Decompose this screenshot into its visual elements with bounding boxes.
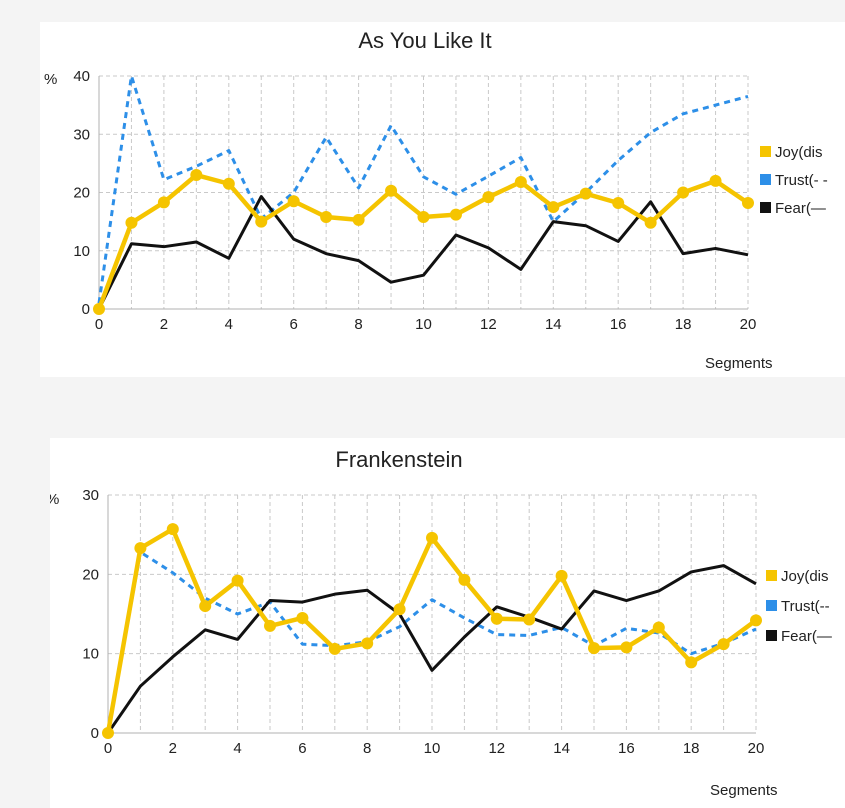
line-chart-as-you-like-it: As You Like It 0 10 20 30 40 0 2 4 6 8 10 12 14 16 18 20…	[44, 28, 828, 372]
y-tick-label: 10	[73, 243, 90, 260]
data-point-joydi	[652, 621, 665, 634]
x-tick-label: 2	[169, 740, 177, 757]
data-point-joydi	[102, 727, 114, 739]
legend-swatch	[766, 600, 777, 611]
x-tick-label: 6	[298, 740, 306, 757]
legend-label: Joy(dis	[781, 568, 829, 585]
legend-swatch	[766, 570, 777, 581]
data-point-joydi	[514, 176, 527, 189]
data-point-joydi	[588, 642, 600, 655]
data-point-joydi	[328, 642, 341, 655]
series-line-trust	[97, 74, 749, 304]
data-point-joydi	[190, 169, 203, 182]
y-axis-label: %	[44, 71, 57, 88]
legend-label: Trust(- -	[775, 172, 828, 189]
data-point-joydi	[166, 523, 179, 536]
data-point-joydi	[620, 641, 633, 654]
x-tick-label: 18	[675, 316, 692, 333]
data-point-joydi	[361, 637, 374, 650]
x-axis-label: Segments	[705, 355, 773, 372]
x-tick-label: 14	[545, 316, 562, 333]
data-point-joydi	[417, 210, 430, 223]
y-tick-label: 20	[82, 566, 99, 583]
data-point-joydi	[742, 196, 754, 209]
data-point-joydi	[157, 196, 170, 209]
legend-label: Trust(--	[781, 598, 830, 615]
x-tick-label: 10	[424, 740, 441, 757]
x-tick-label: 18	[683, 740, 700, 757]
x-tick-label: 6	[290, 316, 298, 333]
x-tick-label: 14	[553, 740, 570, 757]
y-tick-label: 20	[73, 185, 90, 202]
x-tick-label: 0	[104, 740, 112, 757]
legend-swatch	[766, 630, 777, 641]
data-point-joydi	[482, 191, 495, 204]
data-point-joydi	[555, 569, 568, 582]
legend-label: Joy(dis	[775, 144, 823, 161]
data-point-joydi	[134, 542, 147, 555]
data-point-joydi	[296, 611, 309, 624]
data-point-joydi	[352, 213, 365, 226]
data-point-joydi	[677, 186, 690, 199]
data-point-joydi	[449, 208, 462, 221]
y-tick-label: 10	[82, 646, 99, 663]
x-tick-label: 2	[160, 316, 168, 333]
chart-title: As You Like It	[358, 28, 491, 53]
data-point-joydi	[125, 216, 138, 229]
x-tick-label: 8	[354, 316, 362, 333]
data-point-joydi	[320, 210, 333, 223]
legend-swatch	[760, 146, 771, 157]
x-tick-label: 12	[480, 316, 497, 333]
x-tick-label: 4	[233, 740, 241, 757]
data-point-joydi	[255, 215, 268, 228]
data-point-joydi	[490, 612, 503, 625]
data-point-joydi	[458, 573, 471, 586]
chart-title: Frankenstein	[335, 447, 462, 472]
y-axis-label: %	[50, 491, 59, 508]
data-point-joydi	[717, 638, 730, 651]
data-point-joydi	[750, 614, 762, 627]
series-line-fear	[106, 564, 757, 734]
data-point-joydi	[523, 613, 536, 626]
legend-label: Fear(—	[775, 200, 826, 217]
data-point-joydi	[426, 531, 438, 544]
data-point-joydi	[264, 619, 276, 632]
x-tick-label: 16	[610, 316, 627, 333]
y-tick-label: 30	[82, 487, 99, 504]
data-point-joydi	[93, 303, 105, 315]
x-tick-label: 12	[488, 740, 505, 757]
series-line-trust	[106, 550, 757, 734]
data-point-joydi	[199, 600, 212, 613]
legend-swatch	[760, 202, 771, 213]
legend-label: Fear(—	[781, 628, 832, 645]
x-axis-label: Segments	[710, 782, 778, 799]
data-point-joydi	[231, 574, 244, 587]
data-point-joydi	[385, 184, 398, 197]
data-point-joydi	[393, 603, 406, 616]
y-tick-label: 0	[91, 725, 99, 742]
legend-swatch	[760, 174, 771, 185]
data-point-joydi	[222, 177, 235, 190]
x-tick-label: 10	[415, 316, 432, 333]
line-chart-frankenstein: Frankenstein 0 10 20 30 0 2 4 6 8 10 12 14 16 18 20% Seg…	[50, 447, 832, 799]
chart-panel-frankenstein: Frankenstein 0 10 20 30 0 2 4 6 8 10 12 14 16 18 20% Seg…	[50, 438, 845, 808]
data-point-joydi	[579, 187, 592, 200]
data-point-joydi	[612, 196, 625, 209]
y-tick-label: 30	[73, 126, 90, 143]
data-point-joydi	[547, 201, 560, 214]
x-tick-label: 4	[225, 316, 233, 333]
x-tick-label: 8	[363, 740, 371, 757]
data-point-joydi	[644, 216, 657, 229]
x-tick-label: 20	[740, 316, 757, 333]
y-tick-label: 0	[82, 301, 90, 318]
data-point-joydi	[287, 195, 300, 208]
data-point-joydi	[685, 656, 698, 669]
x-tick-label: 0	[95, 316, 103, 333]
chart-panel-as-you-like-it: As You Like It 0 10 20 30 40 0 2 4 6 8 10 12 14 16 18 20…	[40, 22, 845, 377]
y-tick-label: 40	[73, 68, 90, 85]
x-tick-label: 16	[618, 740, 635, 757]
data-point-joydi	[709, 174, 722, 187]
x-tick-label: 20	[748, 740, 765, 757]
